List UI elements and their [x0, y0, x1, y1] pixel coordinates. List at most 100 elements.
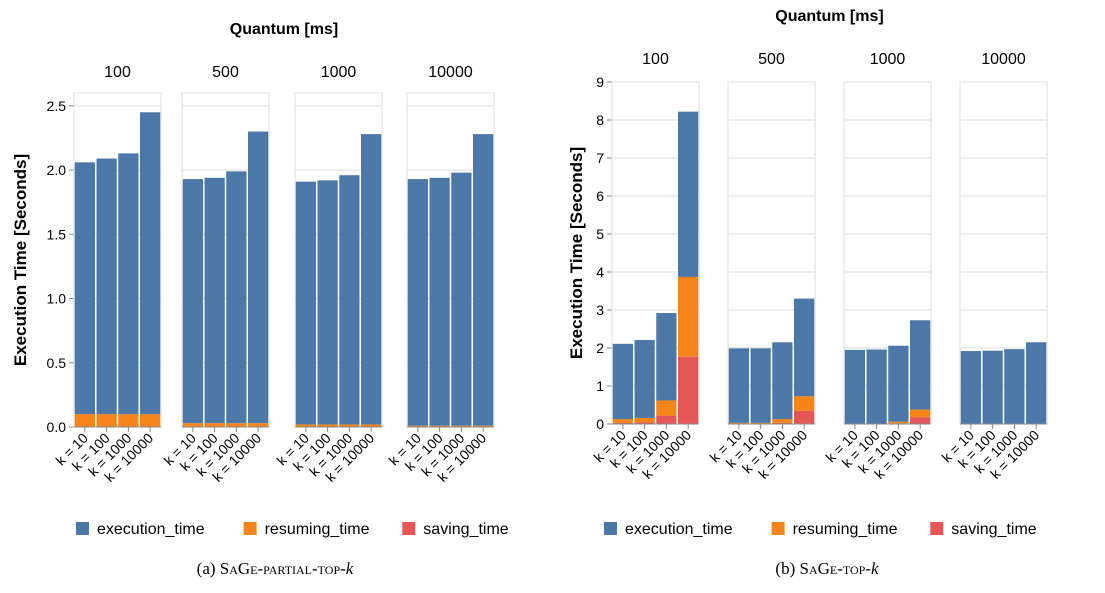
facet-label: 10000 [428, 64, 473, 81]
facet-label: 500 [758, 51, 785, 68]
bar-resuming-time [678, 277, 698, 357]
legend-label: saving_time [951, 521, 1036, 538]
caption-label: (a) [197, 559, 220, 578]
facet-label: 100 [642, 51, 669, 68]
bar-resuming-time [140, 414, 160, 427]
bar-execution-time [678, 112, 698, 277]
facet-title: Quantum [ms] [230, 21, 338, 38]
bar-saving-time [910, 417, 930, 424]
y-tick-label: 2.5 [47, 98, 67, 114]
bar-execution-time [140, 112, 160, 414]
bar-execution-time [794, 299, 814, 397]
y-axis-label: Execution Time [Seconds] [11, 154, 30, 366]
legend: execution_time resuming_time saving_time [76, 521, 509, 538]
bar-resuming-time [910, 410, 930, 418]
bar-execution-time [361, 134, 381, 424]
legend-swatch-execution-time [604, 522, 617, 535]
legend-label: resuming_time [265, 521, 370, 538]
y-tick-label: 0.5 [47, 355, 67, 371]
y-tick-label: 0.0 [47, 419, 67, 435]
bar-execution-time [97, 159, 117, 415]
bar-saving-time [656, 416, 676, 424]
bar-resuming-time [613, 419, 633, 423]
figure-caption: (a) SaGe-partial-top-k [197, 559, 354, 578]
y-tick-label: 2.0 [47, 162, 67, 178]
facet-label: 10000 [981, 51, 1026, 68]
y-tick-label: 0 [596, 416, 604, 432]
bar-resuming-time [183, 423, 203, 427]
bar-resuming-time [772, 419, 792, 423]
bar-execution-time [635, 340, 655, 418]
legend-label: resuming_time [793, 521, 898, 538]
bar-execution-time [430, 178, 450, 426]
caption-var: k [871, 559, 879, 578]
bar-execution-time [183, 179, 203, 423]
legend-label: execution_time [625, 521, 733, 538]
bar-execution-time [205, 178, 225, 423]
bar-resuming-time [248, 423, 268, 427]
bar-resuming-time [205, 423, 225, 427]
facet-label: 100 [104, 64, 131, 81]
legend: execution_time resuming_time saving_time [604, 521, 1037, 538]
y-tick-label: 8 [596, 112, 604, 128]
bar-execution-time [867, 350, 887, 424]
caption-label: (b) [775, 559, 799, 578]
y-tick-label: 4 [596, 264, 604, 280]
legend-swatch-execution-time [76, 522, 89, 535]
bar-resuming-time [635, 418, 655, 423]
facet-title: Quantum [ms] [775, 8, 883, 25]
bar-resuming-time [226, 423, 246, 427]
chart-2: Quantum [ms]Execution Time [Seconds]0123… [567, 8, 1047, 578]
bar-resuming-time [97, 414, 117, 427]
chart-1: Quantum [ms] Execution Time [Seconds] 0.0 0… [11, 21, 509, 578]
legend-swatch-resuming-time [244, 522, 257, 535]
bar-execution-time [910, 320, 930, 409]
y-tick-label: 7 [596, 150, 604, 166]
bar-resuming-time [75, 414, 95, 427]
legend-swatch-saving-time [930, 522, 943, 535]
bar-execution-time [983, 351, 1003, 424]
bar-execution-time [451, 173, 471, 426]
facet-label: 500 [212, 64, 239, 81]
bar-execution-time [1004, 349, 1024, 423]
y-tick-label: 9 [596, 74, 604, 90]
bar-execution-time [772, 342, 792, 419]
bar-execution-time [226, 171, 246, 423]
legend-swatch-resuming-time [772, 522, 785, 535]
y-tick-label: 1.5 [47, 226, 67, 242]
bar-execution-time [845, 350, 865, 424]
figure-caption: (b) SaGe-top-k [775, 559, 879, 578]
legend-label: saving_time [423, 521, 508, 538]
caption-name: SaGe-partial-top- [220, 559, 346, 578]
bar-resuming-time [656, 400, 676, 415]
bar-execution-time [729, 348, 749, 422]
bar-execution-time [75, 162, 95, 414]
caption-name: SaGe-top- [800, 559, 872, 578]
y-tick-label: 1 [596, 378, 604, 394]
facet-label: 1000 [870, 51, 906, 68]
bar-execution-time [888, 346, 908, 422]
bar-execution-time [961, 351, 981, 424]
legend-label: execution_time [97, 521, 205, 538]
bar-execution-time [656, 313, 676, 400]
bar-saving-time [678, 357, 698, 424]
bar-execution-time [118, 153, 138, 414]
bar-execution-time [613, 344, 633, 419]
bar-saving-time [794, 411, 814, 424]
bar-resuming-time [794, 396, 814, 410]
bar-execution-time [318, 180, 338, 424]
y-axis-label: Execution Time [Seconds] [567, 147, 586, 359]
y-tick-label: 1.0 [47, 291, 67, 307]
bar-execution-time [296, 182, 316, 425]
facet-label: 1000 [321, 64, 357, 81]
bar-resuming-time [888, 422, 908, 424]
bar-execution-time [473, 134, 493, 426]
